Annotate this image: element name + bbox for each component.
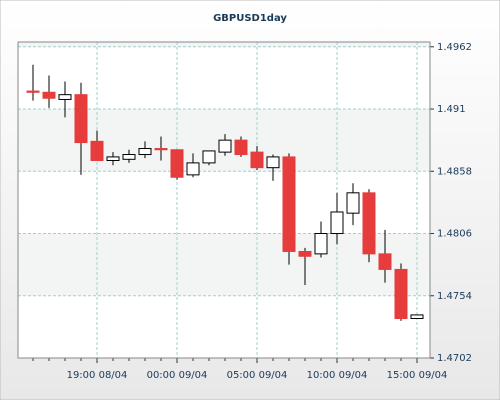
candle-body (330, 211, 344, 235)
y-tick-label: 1.4754 (437, 291, 472, 302)
candle-body (58, 94, 72, 100)
candle-body (26, 90, 40, 93)
x-tick-label: 19:00 08/04 (67, 370, 128, 381)
candle-body (234, 139, 248, 156)
candle-body (138, 148, 152, 156)
x-tick-label: 10:00 09/04 (307, 370, 368, 381)
y-tick-label: 1.4962 (437, 42, 472, 53)
candle-body (362, 192, 376, 255)
candle-body (394, 268, 408, 320)
x-tick-label: 00:00 09/04 (147, 370, 208, 381)
y-tick-label: 1.4702 (437, 353, 472, 364)
x-tick-label: 15:00 09/04 (387, 370, 448, 381)
band (18, 233, 430, 296)
candle-body (90, 140, 104, 161)
chart-title: GBPUSD1day (213, 13, 287, 24)
candle-body (122, 154, 136, 160)
candle-body (346, 192, 360, 214)
candle-body (218, 139, 232, 153)
candle-body (314, 233, 328, 255)
plot-border (17, 41, 431, 359)
y-tick-label: 1.4858 (437, 166, 472, 177)
candle-body (186, 162, 200, 176)
candle-body (298, 250, 312, 257)
candle-body (266, 156, 280, 169)
candle-body (202, 150, 216, 164)
x-tick-label: 05:00 09/04 (227, 370, 288, 381)
candle-body (106, 156, 120, 161)
candle-body (74, 94, 88, 144)
candle-body (410, 314, 424, 319)
y-tick-label: 1.491 (437, 104, 466, 115)
candle-body (250, 151, 264, 169)
candle-body (42, 91, 56, 99)
candle-body (154, 148, 168, 151)
y-tick-label: 1.4806 (437, 229, 472, 240)
candle-body (378, 253, 392, 270)
candle-body (282, 156, 296, 252)
band (18, 42, 430, 47)
candle-body (170, 149, 184, 178)
